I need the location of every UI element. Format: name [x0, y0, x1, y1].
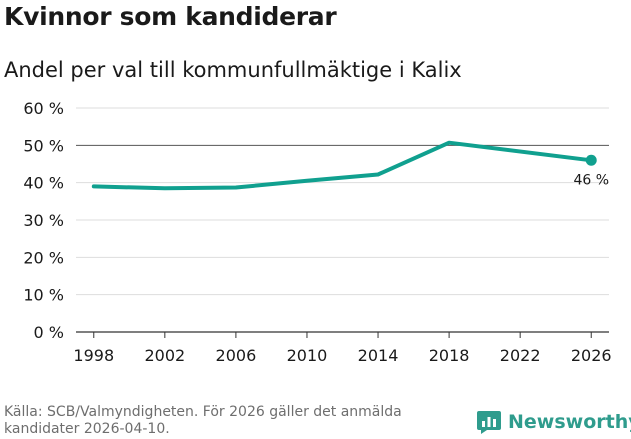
x-tick-label: 2022 — [500, 346, 541, 365]
y-tick-label: 60 % — [23, 99, 64, 118]
x-tick-label: 1998 — [73, 346, 114, 365]
series-line — [91, 140, 594, 191]
source-note: Källa: SCB/Valmyndigheten. För 2026 gäll… — [4, 404, 402, 437]
x-tick-label: 2010 — [287, 346, 328, 365]
x-tick-label: 2026 — [571, 346, 612, 365]
y-tick-label: 20 % — [23, 248, 64, 267]
x-tick-label: 2006 — [216, 346, 257, 365]
x-tick-label: 2002 — [144, 346, 185, 365]
chart-subtitle: Andel per val till kommunfullmäktige i K… — [4, 58, 462, 82]
x-tick-label: 2014 — [358, 346, 399, 365]
y-tick-label: 40 % — [23, 174, 64, 193]
line-chart: 0 % 10 % 20 % 30 % 40 % 50 % 60 % 1998 2002 2006… — [23, 99, 612, 365]
x-tick-label: 2018 — [429, 346, 470, 365]
newsworthy-icon — [477, 411, 501, 434]
y-tick-label: 50 % — [23, 136, 64, 155]
y-tick-label: 0 % — [34, 323, 64, 342]
brand-name: Newsworthy — [508, 411, 631, 433]
end-point-marker — [585, 154, 597, 166]
end-value-label: 46 % — [573, 172, 609, 188]
brand-logo: Newsworthy — [476, 408, 631, 436]
chart-title: Kvinnor som kandiderar — [4, 2, 337, 31]
y-tick-label: 30 % — [23, 211, 64, 230]
y-tick-label: 10 % — [23, 286, 64, 305]
